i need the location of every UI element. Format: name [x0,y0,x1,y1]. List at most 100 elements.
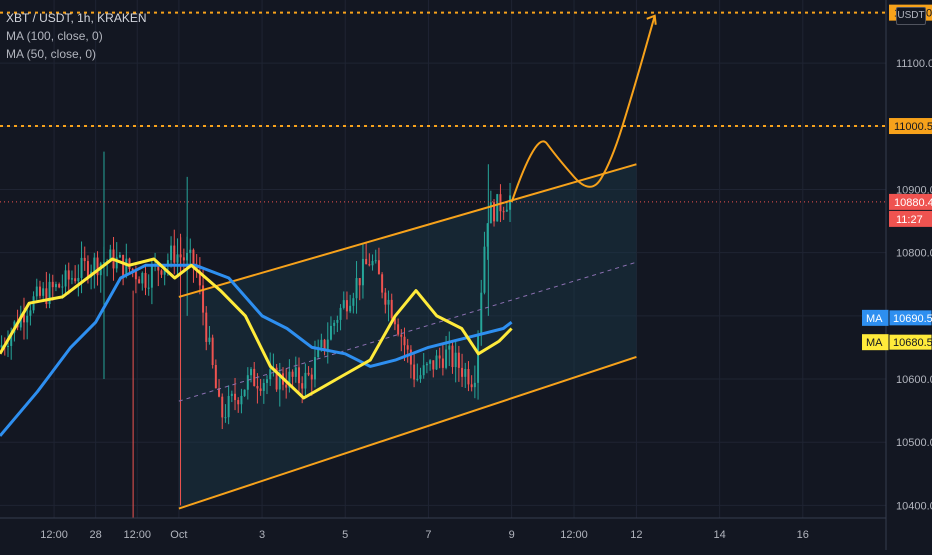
indicator-ma50-label[interactable]: MA (50, close, 0) [6,47,97,61]
candle-body [483,246,486,293]
candle-body [381,274,384,293]
candle-body [259,388,262,391]
candle-body [22,314,25,323]
candle-body [246,375,249,390]
candle-body [157,264,160,271]
candle-body [310,374,313,380]
time-tick-label: 5 [342,529,348,541]
candle-body [371,261,374,266]
candle-body [480,292,483,335]
arrow-head [646,14,657,25]
candle-body [406,345,409,350]
candle-body [445,349,448,368]
time-tick-label: 7 [425,529,431,541]
candle-body [326,339,329,350]
candle-body [323,339,326,350]
projection-path[interactable] [510,15,656,203]
candle-body [147,287,150,289]
candle-body [250,368,253,376]
candle-body [291,371,294,377]
candle-body [115,257,118,269]
countdown-badge: 11:27 [896,214,923,226]
candle-body [301,383,304,389]
candle-body [166,260,169,267]
moving-averages [0,257,513,437]
candle-body [86,261,89,278]
candle-body [64,270,67,287]
candle-body [170,245,173,261]
candle-body [416,378,419,380]
candle-body [349,305,352,312]
candle-body [333,322,336,326]
candle-body [470,384,473,388]
candle-body [202,285,205,313]
ascending-channel[interactable] [178,163,637,510]
candle-body [489,202,492,224]
indicator-ma100-label[interactable]: MA (100, close, 0) [6,29,103,43]
time-tick-label: 12:00 [40,529,68,541]
channel-lower-line[interactable] [178,355,637,510]
candle-body [294,367,297,377]
ma-badge-name: MA [866,337,883,349]
price-axis[interactable]: 10400.010500.010600.010700.010800.010900… [885,0,932,550]
candle-body [42,288,45,296]
candle-body [58,284,61,288]
candle-body [7,345,9,347]
candle-body [438,355,441,359]
candle-body [278,373,281,390]
candle-body [224,417,227,419]
candle-body [377,260,380,275]
symbol-title[interactable]: XBT / USDT, 1h, KRAKEN [6,11,147,25]
candle-body [454,352,457,368]
horizontal-levels[interactable] [0,11,886,203]
price-tick-label: 10600.0 [896,374,932,386]
currency-badge[interactable]: USDT [896,7,926,25]
candle-body [122,254,125,276]
candle-body [240,395,243,405]
candle-body [502,211,505,213]
candle-body [54,284,57,288]
time-tick-label: Oct [170,529,187,541]
candle-body [262,382,265,391]
candle-body [205,312,208,342]
candle-body [448,345,451,350]
ma50-line [0,257,513,400]
candle-body [70,278,73,280]
time-tick-label: 3 [259,529,265,541]
candle-body [288,371,291,388]
candle-body [256,386,259,389]
candle-body [320,339,323,348]
candle-body [435,355,438,370]
candle-body [0,345,3,348]
candle-body [118,254,121,258]
time-tick-label: 28 [90,529,102,541]
candle-body [243,389,246,396]
candle-body [214,364,217,389]
candle-body [19,314,22,328]
candle-body [368,264,371,266]
time-tick-label: 16 [797,529,809,541]
candle-body [361,258,364,286]
candle-body [457,352,460,368]
candle-body [400,334,403,337]
candle-body [467,368,470,385]
time-axis[interactable]: 12:00 28 12:00 Oct 3 5 7 9 12:00 12 14 16 [0,517,886,541]
ma-badge-value-bg [888,333,932,351]
candle-body [425,363,428,366]
candle-body [384,292,387,305]
candle-body [317,347,320,358]
channel-area [178,164,637,509]
candle-body [144,272,147,288]
candle-body [486,223,489,247]
candle-body [230,393,233,396]
candle-body [342,300,345,308]
candle-body [477,334,480,383]
channel-upper-line[interactable] [178,163,637,298]
grid [0,0,886,518]
price-tick-label: 11100.0 [896,58,932,70]
candle-body [285,384,288,388]
projection-arrow[interactable] [510,14,657,203]
candle-body [125,258,128,276]
